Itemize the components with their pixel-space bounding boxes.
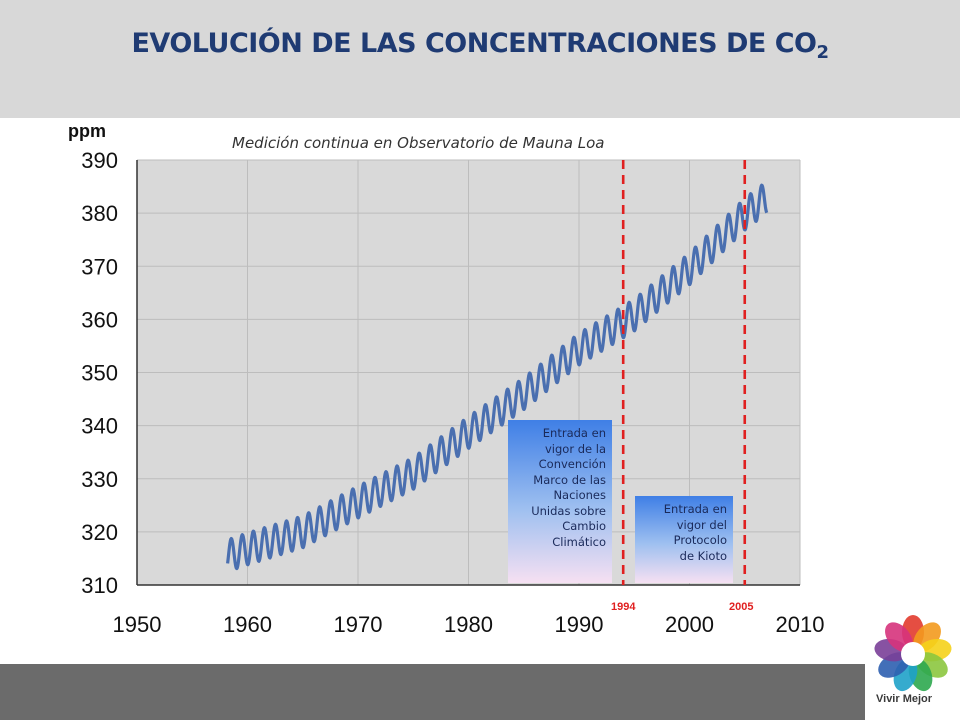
annotation-line: vigor del <box>676 517 727 532</box>
annotation-line: Cambio <box>562 519 606 533</box>
flower-logo-icon <box>874 615 952 692</box>
y-tick-label: 350 <box>81 361 118 386</box>
y-tick-label: 310 <box>81 573 118 598</box>
annotation-line: Climático <box>552 534 606 549</box>
annotation-unfccc: Entrada en vigor de la Convención Marco … <box>508 420 612 583</box>
chart-subtitle: Medición continua en Observatorio de Mau… <box>232 134 605 152</box>
marker-label-1994: 1994 <box>611 601 636 613</box>
brand-logo <box>866 604 960 720</box>
annotation-line: de Kioto <box>679 548 727 563</box>
title-main: EVOLUCIÓN DE LAS CONCENTRACIONES DE CO <box>131 28 817 59</box>
annotation-line: Convención <box>538 457 606 471</box>
brand-name: Vivir Mejor <box>876 693 933 705</box>
annotation-line: Entrada en <box>542 426 606 440</box>
annotation-line: Protocolo <box>673 533 727 547</box>
y-tick-label: 380 <box>81 201 118 226</box>
annotation-line: vigor de la <box>545 441 606 456</box>
annotation-line: Unidas sobre <box>531 503 606 518</box>
x-tick-label: 2000 <box>665 612 714 637</box>
annotation-line: Entrada en <box>663 502 727 516</box>
x-tick-label: 1990 <box>555 612 604 637</box>
marker-label-2005: 2005 <box>729 601 754 613</box>
y-tick-label: 360 <box>81 307 118 332</box>
title-subscript: 2 <box>816 42 830 63</box>
y-tick-label: 330 <box>81 467 118 492</box>
y-tick-label: 370 <box>81 254 118 279</box>
annotation-line: Marco de las <box>533 472 606 487</box>
x-tick-label: 1980 <box>444 612 493 637</box>
y-tick-label: 340 <box>81 414 118 439</box>
annotation-line: Naciones <box>553 488 606 502</box>
co2-series-line <box>226 183 769 571</box>
x-tick-label: 1970 <box>334 612 383 637</box>
logo-center <box>901 642 925 666</box>
y-tick-label: 390 <box>81 148 118 173</box>
x-tick-label: 2010 <box>776 612 825 637</box>
page-title: EVOLUCIÓN DE LAS CONCENTRACIONES DE CO2 <box>0 28 960 63</box>
y-axis-unit-label: ppm <box>68 121 106 141</box>
x-tick-label: 1960 <box>223 612 272 637</box>
footer-band <box>0 664 865 720</box>
header-band <box>0 0 960 118</box>
y-tick-label: 320 <box>81 520 118 545</box>
annotation-kyoto: Entrada en vigor del Protocolo de Kioto <box>635 496 733 583</box>
x-tick-label: 1950 <box>113 612 162 637</box>
